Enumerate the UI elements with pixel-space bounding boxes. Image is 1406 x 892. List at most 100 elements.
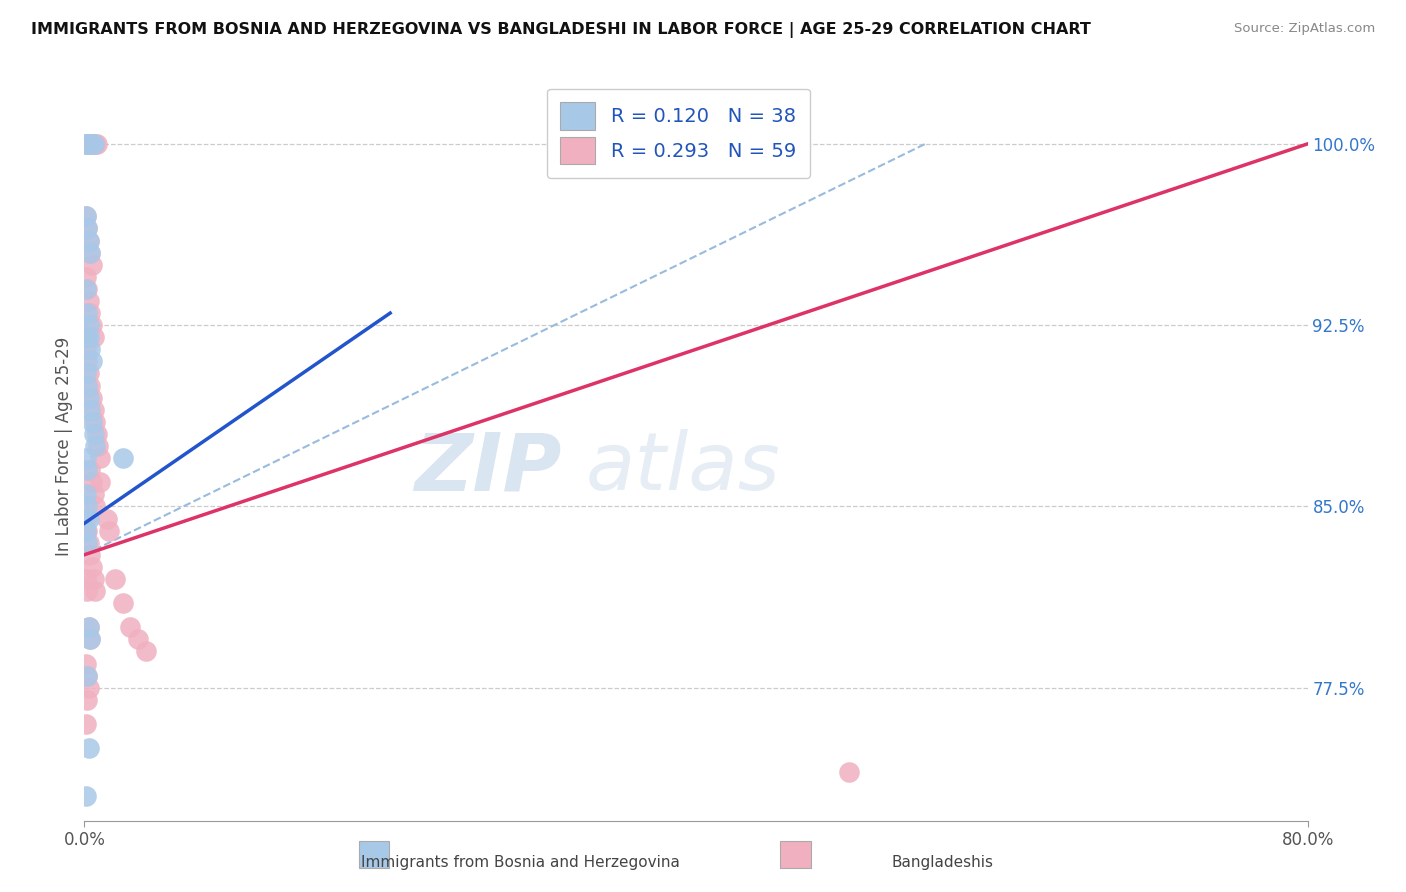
Point <box>80 258 103 272</box>
Text: Immigrants from Bosnia and Herzegovina: Immigrants from Bosnia and Herzegovina <box>361 855 679 870</box>
Point <box>77 136 100 151</box>
Point <box>80 415 103 429</box>
Point <box>76 500 98 514</box>
Point <box>77 620 100 634</box>
Point <box>77 318 100 333</box>
Point <box>104 572 127 586</box>
Point <box>79 136 101 151</box>
Text: Source: ZipAtlas.com: Source: ZipAtlas.com <box>1234 22 1375 36</box>
Point <box>80 559 103 574</box>
Point <box>75 210 97 224</box>
Point <box>77 741 100 756</box>
Legend: R = 0.120   N = 38, R = 0.293   N = 59: R = 0.120 N = 38, R = 0.293 N = 59 <box>547 88 810 178</box>
Point <box>77 330 100 344</box>
Point <box>96 511 118 525</box>
Point <box>89 475 111 490</box>
Point <box>79 378 101 392</box>
Point <box>75 330 97 344</box>
Point <box>77 136 100 151</box>
Point <box>76 136 98 151</box>
Text: atlas: atlas <box>586 429 780 508</box>
Point <box>75 572 97 586</box>
Text: ZIP: ZIP <box>413 429 561 508</box>
Point <box>76 668 98 682</box>
Point <box>79 632 101 647</box>
Point <box>76 306 98 320</box>
Point <box>84 439 107 453</box>
Point <box>75 282 97 296</box>
Point <box>111 451 134 466</box>
Point <box>79 306 101 320</box>
Point <box>75 487 97 501</box>
Point <box>76 354 98 368</box>
Point <box>77 681 100 695</box>
Point <box>80 391 103 405</box>
Point <box>75 524 97 538</box>
Point <box>76 535 98 549</box>
Point <box>75 511 97 525</box>
Point <box>80 136 103 151</box>
Point <box>135 644 157 658</box>
Point <box>84 584 107 599</box>
Point <box>79 136 101 151</box>
Point <box>84 415 107 429</box>
Text: IMMIGRANTS FROM BOSNIA AND HERZEGOVINA VS BANGLADESHI IN LABOR FORCE | AGE 25-29: IMMIGRANTS FROM BOSNIA AND HERZEGOVINA V… <box>31 22 1091 38</box>
Point <box>838 765 860 780</box>
Point <box>76 693 98 707</box>
Point <box>76 221 98 235</box>
Point <box>75 136 97 151</box>
Point <box>76 463 98 477</box>
Point <box>79 548 101 562</box>
Point <box>86 136 108 151</box>
Text: Bangladeshis: Bangladeshis <box>891 855 993 870</box>
FancyBboxPatch shape <box>780 841 811 868</box>
Point <box>79 245 101 260</box>
FancyBboxPatch shape <box>359 841 389 868</box>
Point <box>77 620 100 634</box>
Point <box>79 343 101 357</box>
Point <box>76 136 98 151</box>
Point <box>77 535 100 549</box>
Point <box>75 367 97 381</box>
Point <box>127 632 149 647</box>
Point <box>77 293 100 308</box>
Point <box>77 234 100 248</box>
Point <box>80 318 103 333</box>
Point <box>83 572 105 586</box>
Point <box>80 136 103 151</box>
Point <box>77 367 100 381</box>
Point <box>76 668 98 682</box>
Point <box>79 463 101 477</box>
Point <box>80 475 103 490</box>
Point <box>83 136 105 151</box>
Point <box>76 584 98 599</box>
Point <box>76 221 98 235</box>
Point <box>80 354 103 368</box>
Point <box>76 378 98 392</box>
Point <box>83 402 105 417</box>
Point <box>79 402 101 417</box>
Point <box>75 451 97 466</box>
Point <box>77 234 100 248</box>
Point <box>84 500 107 514</box>
Point <box>86 426 108 441</box>
Point <box>76 330 98 344</box>
Point <box>75 343 97 357</box>
Point <box>75 210 97 224</box>
Point <box>76 524 98 538</box>
Y-axis label: In Labor Force | Age 25-29: In Labor Force | Age 25-29 <box>55 336 73 556</box>
Point <box>83 136 105 151</box>
Point <box>83 426 105 441</box>
Point <box>75 524 97 538</box>
Point <box>75 789 97 804</box>
Point <box>75 136 97 151</box>
Point <box>84 136 107 151</box>
Point <box>97 524 120 538</box>
Point <box>77 511 100 525</box>
Point <box>111 596 134 610</box>
Point <box>77 391 100 405</box>
Point <box>75 717 97 731</box>
Point <box>76 282 98 296</box>
Point <box>120 620 142 634</box>
Point <box>87 439 110 453</box>
